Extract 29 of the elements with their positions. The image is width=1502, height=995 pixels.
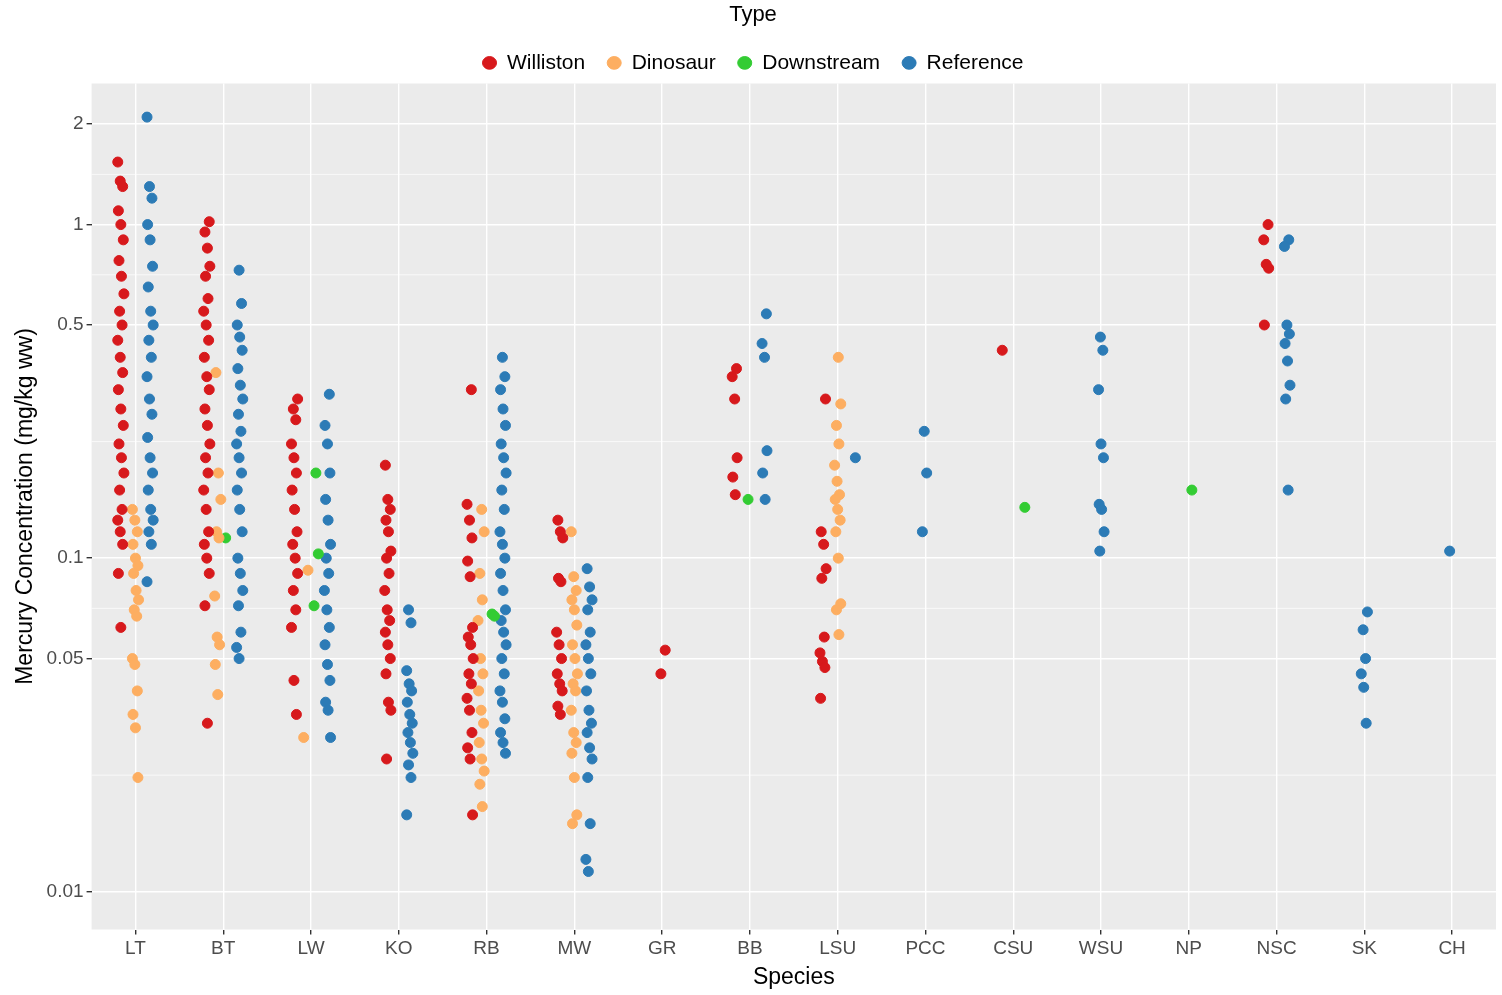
y-axis-title: Mercury Concentration (mg/kg ww) xyxy=(11,328,38,685)
y-tick-label: 1 xyxy=(73,212,84,234)
x-axis-title: Species xyxy=(752,962,835,989)
x-tick-label: RB xyxy=(473,937,500,959)
legend-label: Dinosaur xyxy=(631,49,716,73)
x-tick-label: PCC xyxy=(905,937,946,959)
x-tick-label: BB xyxy=(737,937,763,959)
legend-label: Williston xyxy=(507,49,586,73)
x-tick-label: NP xyxy=(1175,937,1202,959)
y-tick-label: 0.01 xyxy=(46,879,84,901)
x-tick-label: LT xyxy=(125,937,147,959)
x-tick-label: WSU xyxy=(1078,937,1124,959)
x-tick-label: LSU xyxy=(819,937,857,959)
legend-label: Downstream xyxy=(762,49,881,73)
x-tick-label: BT xyxy=(211,937,236,959)
y-tick-label: 0.5 xyxy=(57,313,84,335)
x-tick-label: CH xyxy=(1438,937,1466,959)
y-tick-label: 0.1 xyxy=(57,546,84,568)
legend-title: Type xyxy=(729,1,777,27)
x-tick-label: MW xyxy=(557,937,592,959)
x-tick-label: NSC xyxy=(1256,937,1297,959)
y-tick-label: 2 xyxy=(73,112,84,134)
legend-label: Reference xyxy=(926,49,1024,73)
x-tick-label: CSU xyxy=(993,937,1034,959)
x-tick-label: LW xyxy=(297,937,325,959)
x-tick-label: GR xyxy=(647,937,677,959)
y-tick-label: 0.05 xyxy=(46,646,84,668)
x-tick-label: KO xyxy=(385,937,413,959)
x-tick-label: SK xyxy=(1351,937,1378,959)
